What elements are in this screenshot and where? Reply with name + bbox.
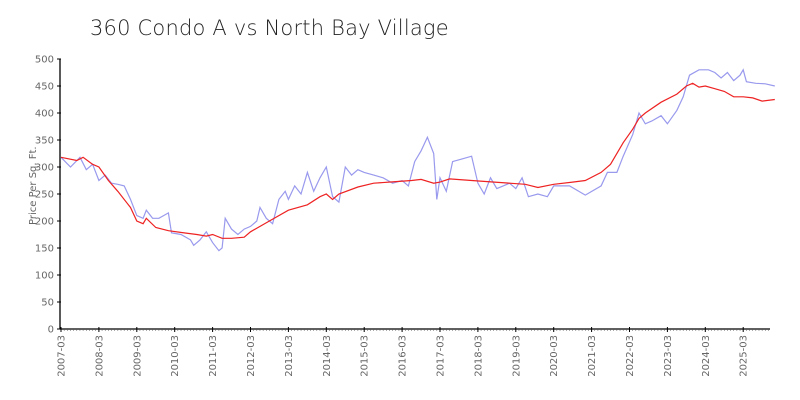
y-tick-label: 200 [35, 217, 54, 228]
x-tick-label: 2020-03 [549, 335, 560, 377]
x-tick-label: 2014-03 [322, 335, 333, 377]
y-tick-label: 250 [35, 190, 54, 201]
x-tick-label: 2025-03 [739, 335, 750, 377]
y-axis: 0 50 100 150 200 250 300 350 400 450 500 [35, 55, 61, 336]
x-tick-label: 2010-03 [170, 335, 181, 377]
x-tick-label: 2015-03 [360, 335, 371, 377]
y-tick-label: 350 [35, 136, 54, 147]
y-tick-label: 150 [35, 244, 54, 255]
y-axis-label: Price Per Sq. Ft. [28, 146, 39, 225]
x-tick-label: 2023-03 [663, 335, 674, 377]
x-tick-label: 2009-03 [132, 335, 143, 377]
series-line-360-condo-a [60, 68, 775, 252]
x-tick-label: 2016-03 [398, 335, 409, 377]
x-tick-label: 2008-03 [94, 335, 105, 377]
y-tick-label: 300 [35, 163, 54, 174]
y-tick-label: 450 [35, 82, 54, 93]
x-tick-label: 2021-03 [587, 335, 598, 377]
x-tick-label: 2017-03 [436, 335, 447, 377]
y-tick-label: 400 [35, 109, 54, 120]
x-tick-label: 2022-03 [625, 335, 636, 377]
y-tick-label: 500 [35, 55, 54, 66]
x-tick-label: 2019-03 [511, 335, 522, 377]
y-tick-label: 100 [35, 271, 54, 282]
y-tick-label: 0 [48, 325, 54, 336]
x-tick-label: 2011-03 [208, 335, 219, 377]
x-tick-label: 2018-03 [473, 335, 484, 377]
x-tick-label: 2012-03 [246, 335, 257, 377]
x-tick-label: 2013-03 [284, 335, 295, 377]
series-line-north-bay-village [60, 82, 775, 239]
chart-title: 360 Condo A vs North Bay Village [90, 16, 449, 40]
x-tick-label: 2024-03 [701, 335, 712, 377]
x-axis: 2007-03 2008-03 2009-03 2010-03 2011-03 2012-… [57, 327, 770, 377]
x-tick-label: 2007-03 [57, 335, 68, 377]
y-tick-label: 50 [41, 298, 54, 309]
